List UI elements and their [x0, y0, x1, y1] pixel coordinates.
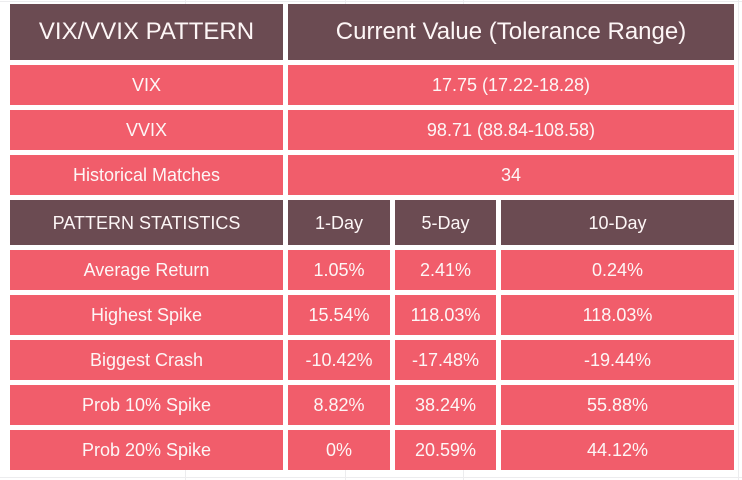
gridline-vertical: [738, 0, 739, 480]
stats-header-cell-5day: 5-Day: [395, 200, 496, 245]
summary-label-cell-historical-matches: Historical Matches: [10, 155, 283, 195]
stats-header-label-cell: PATTERN STATISTICS: [10, 200, 283, 245]
stat-value-cell: 0.24%: [501, 250, 734, 290]
summary-label-cell-vvix: VVIX: [10, 110, 283, 150]
stat-value-cell: 20.59%: [395, 430, 496, 470]
stats-header-cell-10day: 10-Day: [501, 200, 734, 245]
gridline-vertical: [185, 0, 186, 4]
stats-header-cell-1day: 1-Day: [288, 200, 390, 245]
stat-value-cell: 2.41%: [395, 250, 496, 290]
summary-label-cell-vix: VIX: [10, 65, 283, 105]
stat-value-cell: 15.54%: [288, 295, 390, 335]
table-title-cell: VIX/VVIX PATTERN: [10, 4, 283, 60]
stat-value-cell: -10.42%: [288, 340, 390, 380]
stat-label-cell-average-return: Average Return: [10, 250, 283, 290]
stat-label-cell-biggest-crash: Biggest Crash: [10, 340, 283, 380]
stat-value-cell: 38.24%: [395, 385, 496, 425]
stat-value-cell: 118.03%: [395, 295, 496, 335]
gridline-vertical: [345, 0, 346, 4]
current-value-header-cell: Current Value (Tolerance Range): [288, 4, 734, 60]
gridline-horizontal-bottom: [0, 477, 742, 478]
stat-value-cell: -19.44%: [501, 340, 734, 380]
stat-value-cell: 8.82%: [288, 385, 390, 425]
stat-label-cell-highest-spike: Highest Spike: [10, 295, 283, 335]
stat-value-cell: 118.03%: [501, 295, 734, 335]
summary-value-cell-vvix: 98.71 (88.84-108.58): [288, 110, 734, 150]
summary-value-cell-vix: 17.75 (17.22-18.28): [288, 65, 734, 105]
stat-value-cell: 0%: [288, 430, 390, 470]
gridline-vertical: [463, 470, 464, 480]
summary-value-cell-historical-matches: 34: [288, 155, 734, 195]
stat-value-cell: 1.05%: [288, 250, 390, 290]
vix-pattern-table: VIX/VVIX PATTERN Current Value (Toleranc…: [10, 4, 734, 470]
gridline-vertical: [463, 0, 464, 4]
stat-value-cell: -17.48%: [395, 340, 496, 380]
stat-label-cell-prob-10-spike: Prob 10% Spike: [10, 385, 283, 425]
stat-value-cell: 44.12%: [501, 430, 734, 470]
stat-label-cell-prob-20-spike: Prob 20% Spike: [10, 430, 283, 470]
gridline-vertical: [185, 470, 186, 480]
stat-value-cell: 55.88%: [501, 385, 734, 425]
gridline-vertical: [345, 470, 346, 480]
gridline-horizontal-top: [0, 1, 742, 2]
